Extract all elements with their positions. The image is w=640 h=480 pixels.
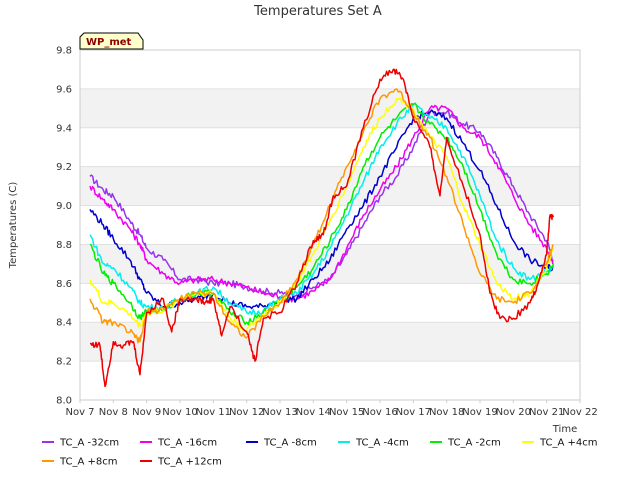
- y-tick-label: 8.6: [56, 279, 72, 290]
- grid-band: [80, 166, 580, 206]
- series-line-tca-8cm: [89, 109, 554, 310]
- legend-label: TC_A +4cm: [539, 438, 598, 449]
- x-tick-label: Nov 10: [162, 407, 197, 418]
- x-tick-label: Nov 9: [132, 407, 161, 418]
- series-line-tca+12cm: [89, 68, 555, 388]
- legend: TC_A -32cm TC_A -16cm TC_A -8cm TC_A -4cm TC…: [42, 438, 598, 468]
- legend-label: TC_A -4cm: [355, 438, 409, 449]
- legend-item: TC_A -4cm: [338, 438, 409, 449]
- x-tick-label: Nov 8: [99, 407, 128, 418]
- x-axis-label: Time: [552, 424, 577, 435]
- series-line-tca-32cm: [89, 109, 554, 299]
- x-tick-label: Nov 21: [529, 407, 564, 418]
- series-line-tca-16cm: [89, 104, 554, 303]
- legend-label: TC_A -16cm: [157, 438, 217, 449]
- grid-band: [80, 244, 580, 284]
- series-line-tca-4cm: [89, 102, 555, 316]
- series-lines: [89, 68, 555, 388]
- y-axis-label: Temperatures (C): [8, 182, 19, 270]
- x-tick-label: Nov 14: [296, 407, 331, 418]
- y-tick-label: 8.8: [56, 240, 72, 251]
- badge-label: WP_met: [86, 37, 132, 48]
- grid-band: [80, 322, 580, 362]
- legend-item: TC_A -16cm: [140, 438, 217, 449]
- x-tick-label: Nov 22: [562, 407, 597, 418]
- plot-frame: [79, 49, 581, 401]
- legend-item: TC_A +4cm: [522, 438, 598, 449]
- legend-item: TC_A -32cm: [42, 438, 119, 449]
- y-tick-label: 8.2: [56, 357, 72, 368]
- x-tick-label: Nov 20: [496, 407, 531, 418]
- legend-label: TC_A -8cm: [263, 438, 317, 449]
- legend-item: TC_A -2cm: [430, 438, 501, 449]
- x-tick-label: Nov 11: [196, 407, 231, 418]
- y-tick-label: 9.8: [56, 46, 72, 57]
- x-tick-label: Nov 18: [429, 407, 464, 418]
- legend-label: TC_A -32cm: [59, 438, 119, 449]
- grid-band: [80, 88, 580, 128]
- x-tick-label: Nov 16: [362, 407, 397, 418]
- wp-met-badge: WP_met: [79, 32, 144, 50]
- y-tick-label: 9.2: [56, 162, 72, 173]
- y-tick-label: 8.4: [56, 318, 72, 329]
- x-tick-label: Nov 7: [65, 407, 94, 418]
- x-tick-label: Nov 13: [262, 407, 297, 418]
- y-tick-label: 9.4: [56, 123, 72, 134]
- legend-item: TC_A -8cm: [246, 438, 317, 449]
- x-tick-label: Nov 19: [462, 407, 497, 418]
- series-line-tca+4cm: [89, 97, 555, 332]
- badge-shape: [79, 32, 144, 50]
- legend-item: TC_A +8cm: [42, 457, 118, 468]
- y-tick-label: 9.0: [56, 201, 72, 212]
- grid-bands: [80, 88, 580, 362]
- legend-label: TC_A -2cm: [447, 438, 501, 449]
- legend-label: TC_A +12cm: [157, 457, 222, 468]
- y-tick-label: 8.0: [56, 396, 72, 407]
- legend-item: TC_A +12cm: [140, 457, 222, 468]
- legend-label: TC_A +8cm: [59, 457, 118, 468]
- x-tick-label: Nov 12: [229, 407, 264, 418]
- series-line-tca-2cm: [89, 102, 555, 326]
- x-tick-label: Nov 15: [329, 407, 364, 418]
- y-tick-label: 9.6: [56, 84, 72, 95]
- y-tick-labels: 8.0 8.2 8.4 8.6 8.8 9.0 9.2 9.4 9.6 9.8: [56, 46, 72, 407]
- x-tick-label: Nov 17: [396, 407, 431, 418]
- chart-title: Temperatures Set A: [253, 4, 382, 19]
